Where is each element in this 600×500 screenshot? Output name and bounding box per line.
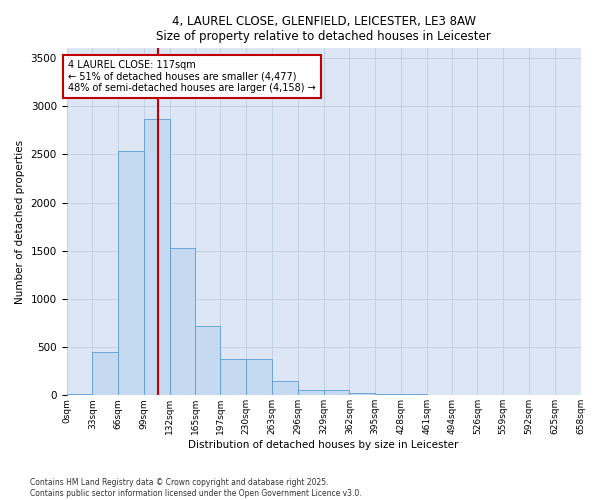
Bar — [170, 248, 196, 396]
X-axis label: Distribution of detached houses by size in Leicester: Distribution of detached houses by size … — [188, 440, 459, 450]
Title: 4, LAUREL CLOSE, GLENFIELD, LEICESTER, LE3 8AW
Size of property relative to deta: 4, LAUREL CLOSE, GLENFIELD, LEICESTER, L… — [156, 15, 491, 43]
Bar — [272, 382, 298, 396]
Bar — [375, 394, 401, 396]
Bar — [401, 394, 427, 396]
Y-axis label: Number of detached properties: Number of detached properties — [15, 140, 25, 304]
Bar — [92, 352, 118, 396]
Bar — [349, 394, 375, 396]
Bar — [323, 390, 349, 396]
Bar — [246, 358, 272, 396]
Text: Contains HM Land Registry data © Crown copyright and database right 2025.
Contai: Contains HM Land Registry data © Crown c… — [30, 478, 362, 498]
Text: 4 LAUREL CLOSE: 117sqm
← 51% of detached houses are smaller (4,477)
48% of semi-: 4 LAUREL CLOSE: 117sqm ← 51% of detached… — [68, 60, 316, 93]
Bar — [220, 358, 246, 396]
Bar — [196, 326, 220, 396]
Bar — [144, 118, 170, 396]
Bar — [118, 152, 144, 396]
Bar — [67, 394, 92, 396]
Bar — [298, 390, 323, 396]
